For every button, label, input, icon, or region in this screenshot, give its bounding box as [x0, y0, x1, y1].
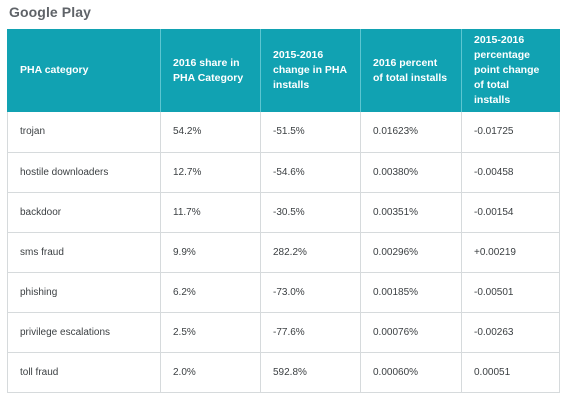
cell-point-change: 0.00051: [461, 352, 560, 393]
header-pha-category: PHA category: [7, 29, 161, 112]
cell-point-change: +0.00219: [461, 232, 560, 273]
page-title: Google Play: [9, 4, 92, 20]
cell-install-change: 282.2%: [260, 232, 361, 273]
cell-point-change: -0.00263: [461, 312, 560, 353]
cell-percent-total: 0.00060%: [360, 352, 462, 393]
cell-category: privilege escalations: [7, 312, 161, 353]
cell-category: phishing: [7, 272, 161, 313]
table-row: privilege escalations 2.5% -77.6% 0.0007…: [7, 312, 560, 353]
cell-share: 54.2%: [160, 112, 261, 153]
header-2016-share: 2016 share in PHA Category: [160, 29, 261, 112]
cell-share: 2.0%: [160, 352, 261, 393]
pha-table: PHA category 2016 share in PHA Category …: [7, 29, 560, 393]
table-row: sms fraud 9.9% 282.2% 0.00296% +0.00219: [7, 232, 560, 273]
cell-category: sms fraud: [7, 232, 161, 273]
cell-category: trojan: [7, 112, 161, 153]
cell-share: 9.9%: [160, 232, 261, 273]
cell-percent-total: 0.00351%: [360, 192, 462, 233]
cell-percent-total: 0.00296%: [360, 232, 462, 273]
cell-install-change: -51.5%: [260, 112, 361, 153]
cell-percent-total: 0.00185%: [360, 272, 462, 313]
cell-share: 2.5%: [160, 312, 261, 353]
cell-install-change: -77.6%: [260, 312, 361, 353]
cell-percent-total: 0.00380%: [360, 152, 462, 193]
cell-percent-total: 0.01623%: [360, 112, 462, 153]
cell-point-change: -0.00501: [461, 272, 560, 313]
header-percentage-point-change: 2015-2016 percentage point change of tot…: [461, 29, 560, 112]
table-row: phishing 6.2% -73.0% 0.00185% -0.00501: [7, 272, 560, 313]
table-header-row: PHA category 2016 share in PHA Category …: [7, 29, 560, 112]
cell-category: hostile downloaders: [7, 152, 161, 193]
header-percent-total-installs: 2016 percent of total installs: [360, 29, 462, 112]
header-install-change: 2015-2016 change in PHA installs: [260, 29, 361, 112]
cell-point-change: -0.01725: [461, 112, 560, 153]
cell-share: 12.7%: [160, 152, 261, 193]
cell-install-change: -54.6%: [260, 152, 361, 193]
table-row: backdoor 11.7% -30.5% 0.00351% -0.00154: [7, 192, 560, 233]
cell-share: 11.7%: [160, 192, 261, 233]
table-row: hostile downloaders 12.7% -54.6% 0.00380…: [7, 152, 560, 193]
table-row: toll fraud 2.0% 592.8% 0.00060% 0.00051: [7, 352, 560, 393]
cell-percent-total: 0.00076%: [360, 312, 462, 353]
cell-install-change: -73.0%: [260, 272, 361, 313]
cell-point-change: -0.00154: [461, 192, 560, 233]
cell-install-change: -30.5%: [260, 192, 361, 233]
cell-share: 6.2%: [160, 272, 261, 313]
cell-category: backdoor: [7, 192, 161, 233]
cell-point-change: -0.00458: [461, 152, 560, 193]
cell-category: toll fraud: [7, 352, 161, 393]
cell-install-change: 592.8%: [260, 352, 361, 393]
table-row: trojan 54.2% -51.5% 0.01623% -0.01725: [7, 112, 560, 153]
